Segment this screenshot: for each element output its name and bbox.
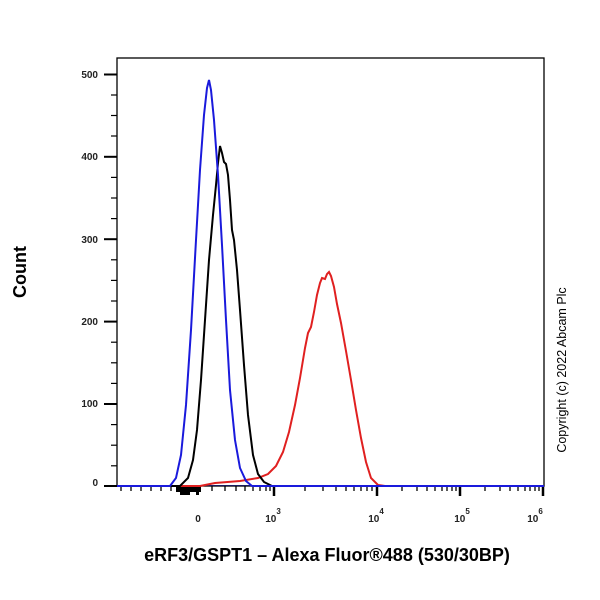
x-axis [120, 486, 545, 496]
plot-frame [116, 57, 545, 487]
x-tick-1e3: 103 [265, 507, 281, 525]
y-axis: 500 400 300 200 100 0 [81, 70, 117, 489]
blue-histogram-curve [117, 79, 544, 487]
x-tick-1e6: 106 [527, 507, 543, 525]
x-axis-title: eRF3/GSPT1 – Alexa Fluor®488 (530/30BP) [144, 545, 510, 565]
y-tick-100: 100 [81, 399, 98, 410]
y-axis-title: Count [10, 246, 30, 298]
black-histogram-curve [117, 145, 544, 487]
y-tick-500: 500 [81, 70, 98, 81]
copyright-notice: Copyright (c) 2022 Abcam Plc [555, 287, 569, 452]
y-tick-0: 0 [92, 478, 98, 489]
y-tick-300: 300 [81, 235, 98, 246]
x-tick-1e5: 105 [454, 507, 470, 525]
y-tick-400: 400 [81, 152, 98, 163]
x-tick-1e4: 104 [368, 507, 384, 525]
y-tick-200: 200 [81, 317, 98, 328]
x-tick-0: 0 [195, 514, 201, 525]
x-tick-labels: 0 103 104 105 106 [195, 507, 543, 525]
red-histogram-curve [117, 270, 544, 487]
